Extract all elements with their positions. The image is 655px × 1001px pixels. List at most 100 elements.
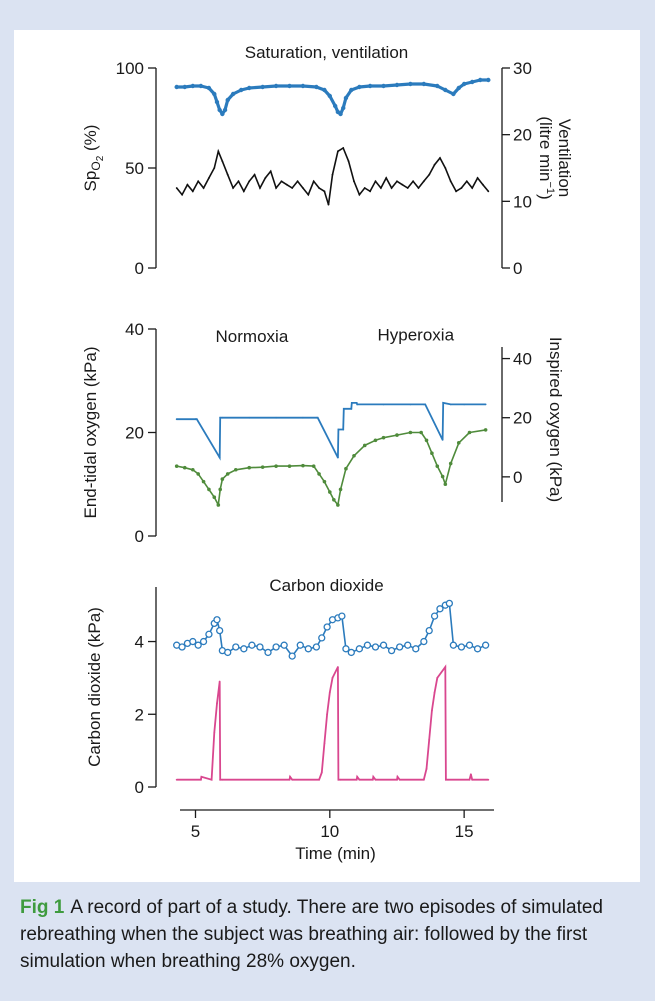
data-point-blue: [449, 641, 458, 649]
data-point-blue: [355, 402, 358, 404]
data-point-pink: [175, 778, 178, 781]
data-point-black: [363, 187, 366, 189]
data-point-black: [336, 150, 339, 153]
data-point-blue: [273, 83, 279, 89]
data-point-black: [347, 160, 350, 163]
data-point-green: [336, 503, 340, 507]
data-point-green: [260, 465, 265, 469]
data-point-black: [406, 187, 409, 189]
data-point-blue: [174, 84, 179, 90]
data-point-green: [301, 463, 305, 468]
data-point-green: [212, 495, 217, 499]
figure-label: Fig 1: [20, 897, 65, 918]
data-point-pink: [398, 778, 401, 781]
data-point-pink: [200, 775, 203, 778]
data-point-blue: [449, 403, 452, 406]
data-point-blue: [272, 643, 280, 651]
data-point-blue: [371, 643, 380, 651]
panel-title: Carbon dioxide: [269, 576, 383, 595]
data-point-blue: [300, 83, 306, 89]
data-point-black: [253, 173, 256, 176]
data-point-blue: [461, 81, 467, 87]
data-point-blue: [338, 111, 343, 117]
data-point-blue: [342, 645, 350, 653]
data-point-pink: [396, 775, 399, 778]
data-point-green: [483, 428, 488, 432]
data-point-blue: [198, 83, 204, 89]
x-tick-label: 10: [320, 822, 339, 841]
data-point-blue: [287, 83, 292, 89]
data-point-black: [302, 187, 304, 189]
data-point-black: [226, 173, 229, 176]
data-point-blue: [248, 641, 256, 649]
left-tick-label: 0: [135, 778, 144, 797]
data-point-blue: [387, 646, 396, 655]
data-point-blue: [341, 105, 346, 111]
data-point-blue: [315, 416, 318, 419]
left-tick-label: 0: [135, 259, 144, 278]
data-point-black: [482, 183, 484, 186]
data-point-blue: [247, 85, 252, 91]
data-point-green: [220, 477, 225, 481]
data-point-green: [395, 433, 399, 437]
x-axis-label: Time (min): [295, 844, 376, 863]
data-point-black: [291, 187, 294, 189]
data-point-pink: [213, 731, 216, 734]
data-point-green: [448, 461, 453, 466]
data-point-pink: [468, 778, 471, 781]
data-point-blue: [316, 416, 319, 419]
data-point-blue: [217, 107, 222, 113]
data-point-green: [408, 430, 413, 435]
data-point-green: [317, 472, 321, 476]
data-point-green: [424, 438, 429, 443]
data-point-blue: [323, 623, 331, 631]
data-point-blue: [445, 599, 454, 608]
data-point-black: [312, 180, 315, 183]
data-point-blue: [288, 652, 296, 660]
data-point-green: [328, 490, 332, 494]
data-point-black: [242, 190, 245, 193]
data-point-blue: [357, 84, 362, 90]
data-point-pink: [326, 713, 329, 716]
data-point-black: [401, 183, 404, 186]
data-point-black: [471, 187, 474, 189]
data-point-blue: [381, 83, 386, 89]
data-point-blue: [424, 403, 427, 406]
data-point-blue: [379, 641, 388, 649]
data-point-blue: [194, 641, 202, 649]
data-point-blue: [195, 418, 198, 421]
data-point-black: [186, 183, 189, 186]
data-point-pink: [433, 691, 436, 694]
data-point-green: [311, 464, 316, 468]
figure-panel: 0 50 100 0 10 20 30 Saturation, ventilation SpO2…: [14, 30, 640, 882]
left-tick-label: 40: [125, 320, 144, 339]
data-point-blue: [356, 403, 359, 406]
data-point-blue: [430, 612, 439, 620]
data-point-pink: [425, 767, 428, 770]
data-point-blue: [304, 645, 312, 653]
data-point-green: [443, 482, 448, 487]
data-point-blue: [296, 641, 304, 649]
data-point-black: [379, 187, 382, 189]
data-point-blue: [280, 641, 288, 649]
right-tick-label: 20: [513, 409, 532, 428]
data-point-black: [208, 177, 210, 179]
data-point-blue: [484, 403, 487, 406]
data-point-blue: [394, 82, 400, 88]
data-point-green: [456, 441, 461, 445]
data-point-blue: [238, 87, 244, 93]
data-point-pink: [447, 778, 449, 781]
data-point-blue: [343, 95, 349, 101]
data-point-black: [323, 190, 326, 193]
data-point-pink: [396, 778, 398, 781]
data-point-blue: [222, 107, 228, 113]
data-point-black: [460, 187, 463, 189]
data-point-blue: [463, 403, 466, 406]
data-point-green: [216, 503, 221, 507]
data-point-black: [369, 190, 372, 193]
data-point-blue: [190, 83, 196, 89]
data-point-green: [430, 451, 434, 456]
data-point-blue: [457, 643, 466, 651]
data-point-pink: [374, 778, 377, 781]
